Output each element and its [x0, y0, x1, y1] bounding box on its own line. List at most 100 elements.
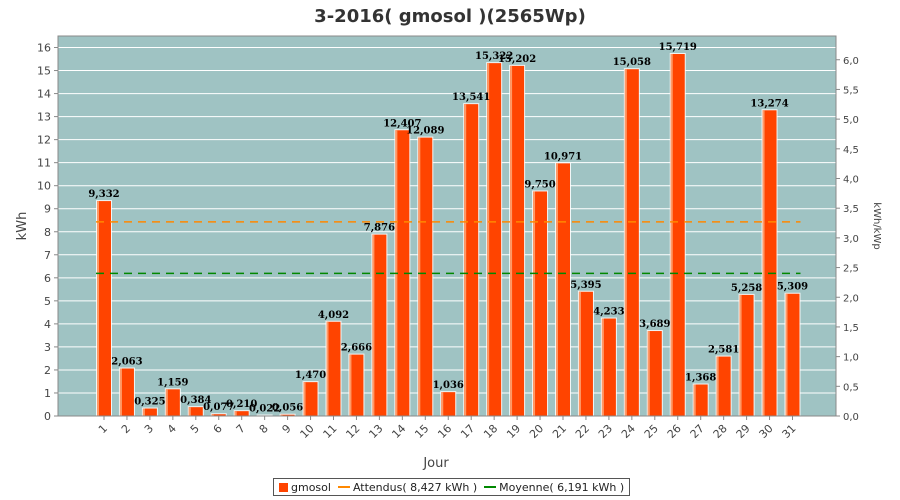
bar-day-29 [738, 293, 755, 416]
x-tick-label: 15 [412, 422, 431, 441]
x-axis: 1 2 3 4 5 6 7 8 9 10 11 12 13 14 15 16 17 18 19 20 21 22 23 24 2… [58, 415, 836, 441]
data-label: 4,233 [593, 307, 624, 318]
y-tick-label: 11 [37, 157, 51, 170]
data-label: 5,395 [570, 280, 601, 291]
x-tick-label: 16 [435, 422, 454, 441]
data-label: 12,407 [383, 118, 421, 129]
bar-highlight [624, 69, 627, 417]
y-tick-label: 14 [37, 88, 51, 101]
bar-day-28 [715, 355, 732, 416]
y-tick-label: 16 [37, 42, 51, 55]
bar-highlight [188, 407, 191, 416]
bar [670, 53, 685, 417]
bar [487, 63, 502, 416]
bar [97, 201, 111, 416]
y-right-tick-label: 5,5 [843, 85, 859, 96]
legend-item-gmosol: gmosol [279, 481, 331, 494]
data-label: 12,089 [406, 126, 444, 137]
bar [464, 104, 479, 416]
x-tick-label: 24 [619, 422, 638, 441]
y-axis-label: kWh [15, 212, 30, 241]
bar [395, 130, 410, 416]
bar-highlight [762, 110, 765, 416]
bar-highlight [211, 414, 214, 416]
x-tick-label: 27 [688, 422, 707, 441]
legend: gmosol Attendus( 8,427 kWh ) Moyenne( 6,… [273, 478, 631, 496]
bar-highlight [464, 104, 467, 416]
bar-highlight [785, 293, 788, 416]
x-tick-label: 1 [96, 422, 110, 436]
data-label: 10,971 [544, 151, 582, 162]
x-tick-label: 4 [165, 422, 179, 436]
legend-item-moyenne: Moyenne( 6,191 kWh ) [484, 481, 624, 494]
bar-day-23 [600, 317, 617, 416]
data-label: 0,325 [134, 397, 165, 408]
bar [165, 389, 180, 416]
bar-highlight [556, 163, 558, 416]
bar-day-31 [784, 292, 801, 416]
x-tick-label: 31 [780, 422, 799, 441]
bar-day-27 [692, 383, 709, 416]
bar [372, 234, 387, 416]
data-label: 5,258 [731, 283, 762, 294]
bar-highlight [119, 368, 122, 416]
x-tick-label: 6 [211, 422, 225, 436]
data-label: 0,056 [272, 403, 303, 414]
bar-highlight [165, 389, 168, 416]
x-tick-label: 12 [343, 422, 362, 441]
bar-highlight [303, 382, 306, 416]
data-label: 1,470 [295, 370, 326, 381]
y-tick-label: 1 [44, 387, 51, 400]
bar-day-26 [669, 52, 686, 417]
bar [739, 294, 754, 416]
y-right-tick-label: 5,0 [843, 115, 859, 126]
x-tick-label: 18 [481, 422, 500, 441]
y-tick-label: 7 [44, 249, 51, 262]
bar [716, 356, 731, 416]
plot-area [57, 35, 837, 417]
bar [533, 191, 548, 416]
data-label: 13,541 [452, 92, 490, 103]
bar [119, 368, 134, 416]
y-tick-label: 4 [44, 318, 51, 331]
y-tick-label: 3 [44, 341, 51, 354]
bar [234, 411, 249, 416]
bar-highlight [716, 356, 719, 416]
data-label: 4,092 [318, 310, 349, 321]
y-right-tick-label: 2,0 [843, 293, 859, 304]
data-label: 15,322 [475, 51, 513, 62]
y-right-tick-label: 3,0 [843, 234, 859, 245]
x-tick-label: 25 [642, 422, 661, 441]
bar-day-5 [187, 406, 204, 416]
data-label: 5,309 [777, 282, 808, 293]
bar [142, 408, 157, 416]
bar-highlight [601, 318, 604, 416]
x-tick-label: 8 [257, 422, 271, 436]
y-tick-label: 15 [37, 65, 51, 78]
bar-day-1 [96, 200, 112, 416]
chart-title: 3-2016( gmosol )(2565Wp) [314, 6, 586, 27]
y-tick-label: 0 [44, 410, 51, 423]
bar-day-10 [302, 381, 319, 416]
bar [785, 293, 800, 416]
data-label: 15,719 [659, 42, 697, 53]
x-tick-label: 21 [550, 422, 569, 441]
bar [624, 69, 639, 417]
bar-highlight [326, 321, 329, 416]
data-label: 1,036 [433, 380, 464, 391]
bar [693, 384, 708, 416]
bars [96, 52, 801, 417]
bar-highlight [349, 354, 352, 416]
y-tick-label: 9 [44, 203, 51, 216]
data-label: 3,689 [639, 319, 670, 330]
bar [510, 65, 525, 416]
y-tick-label: 10 [37, 180, 51, 193]
legend-label-moyenne: Moyenne( 6,191 kWh ) [499, 480, 625, 494]
y-tick-label: 13 [37, 111, 51, 124]
data-label: 15,058 [613, 57, 651, 68]
y-tick-label: 6 [44, 272, 51, 285]
bar [556, 163, 570, 416]
y-right-tick-label: 0,0 [843, 412, 859, 423]
x-tick-label: 11 [321, 422, 340, 441]
